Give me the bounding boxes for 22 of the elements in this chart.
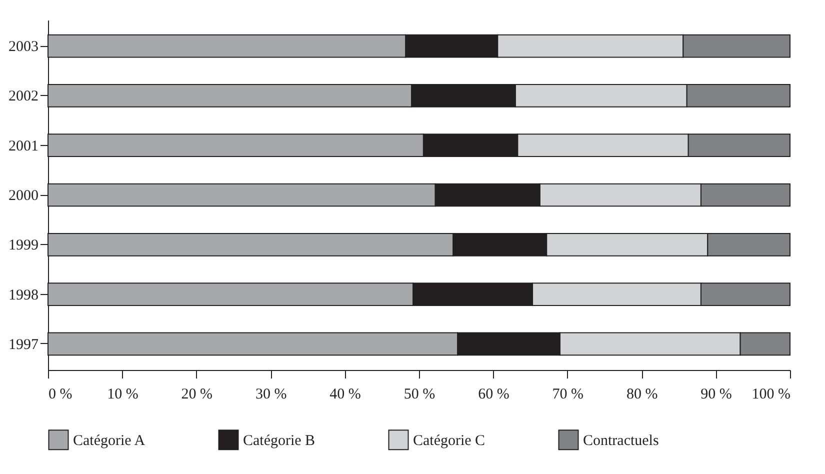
x-tick-label: 40 % (330, 386, 361, 402)
x-tick-label: 20 % (181, 386, 213, 402)
y-tick-label: 1998 (8, 287, 38, 304)
y-tick-label: 2002 (8, 88, 38, 105)
y-tick-label: 2000 (8, 188, 38, 204)
x-tick-label: 60 % (478, 386, 510, 402)
legend-label: Catégorie B (243, 432, 316, 449)
legend-label: Catégorie A (73, 432, 146, 449)
legend-label: Contractuels (583, 432, 659, 449)
x-tick-label: 90 % (700, 386, 732, 402)
legend-label: Catégorie C (413, 432, 486, 449)
x-tick-label: 10 % (107, 386, 138, 402)
y-tick-label: 2001 (8, 138, 38, 154)
x-tick-label: 100 % (752, 386, 790, 402)
x-tick-label: 30 % (255, 386, 287, 402)
x-tick-label: 50 % (404, 386, 436, 402)
x-tick-label: 70 % (552, 386, 584, 402)
x-tick-label: 80 % (626, 386, 658, 402)
y-tick-label: 1999 (8, 238, 38, 254)
y-tick-label: 1997 (8, 336, 39, 353)
x-tick-label: 0 % (48, 386, 72, 402)
y-tick-label: 2003 (8, 39, 38, 56)
